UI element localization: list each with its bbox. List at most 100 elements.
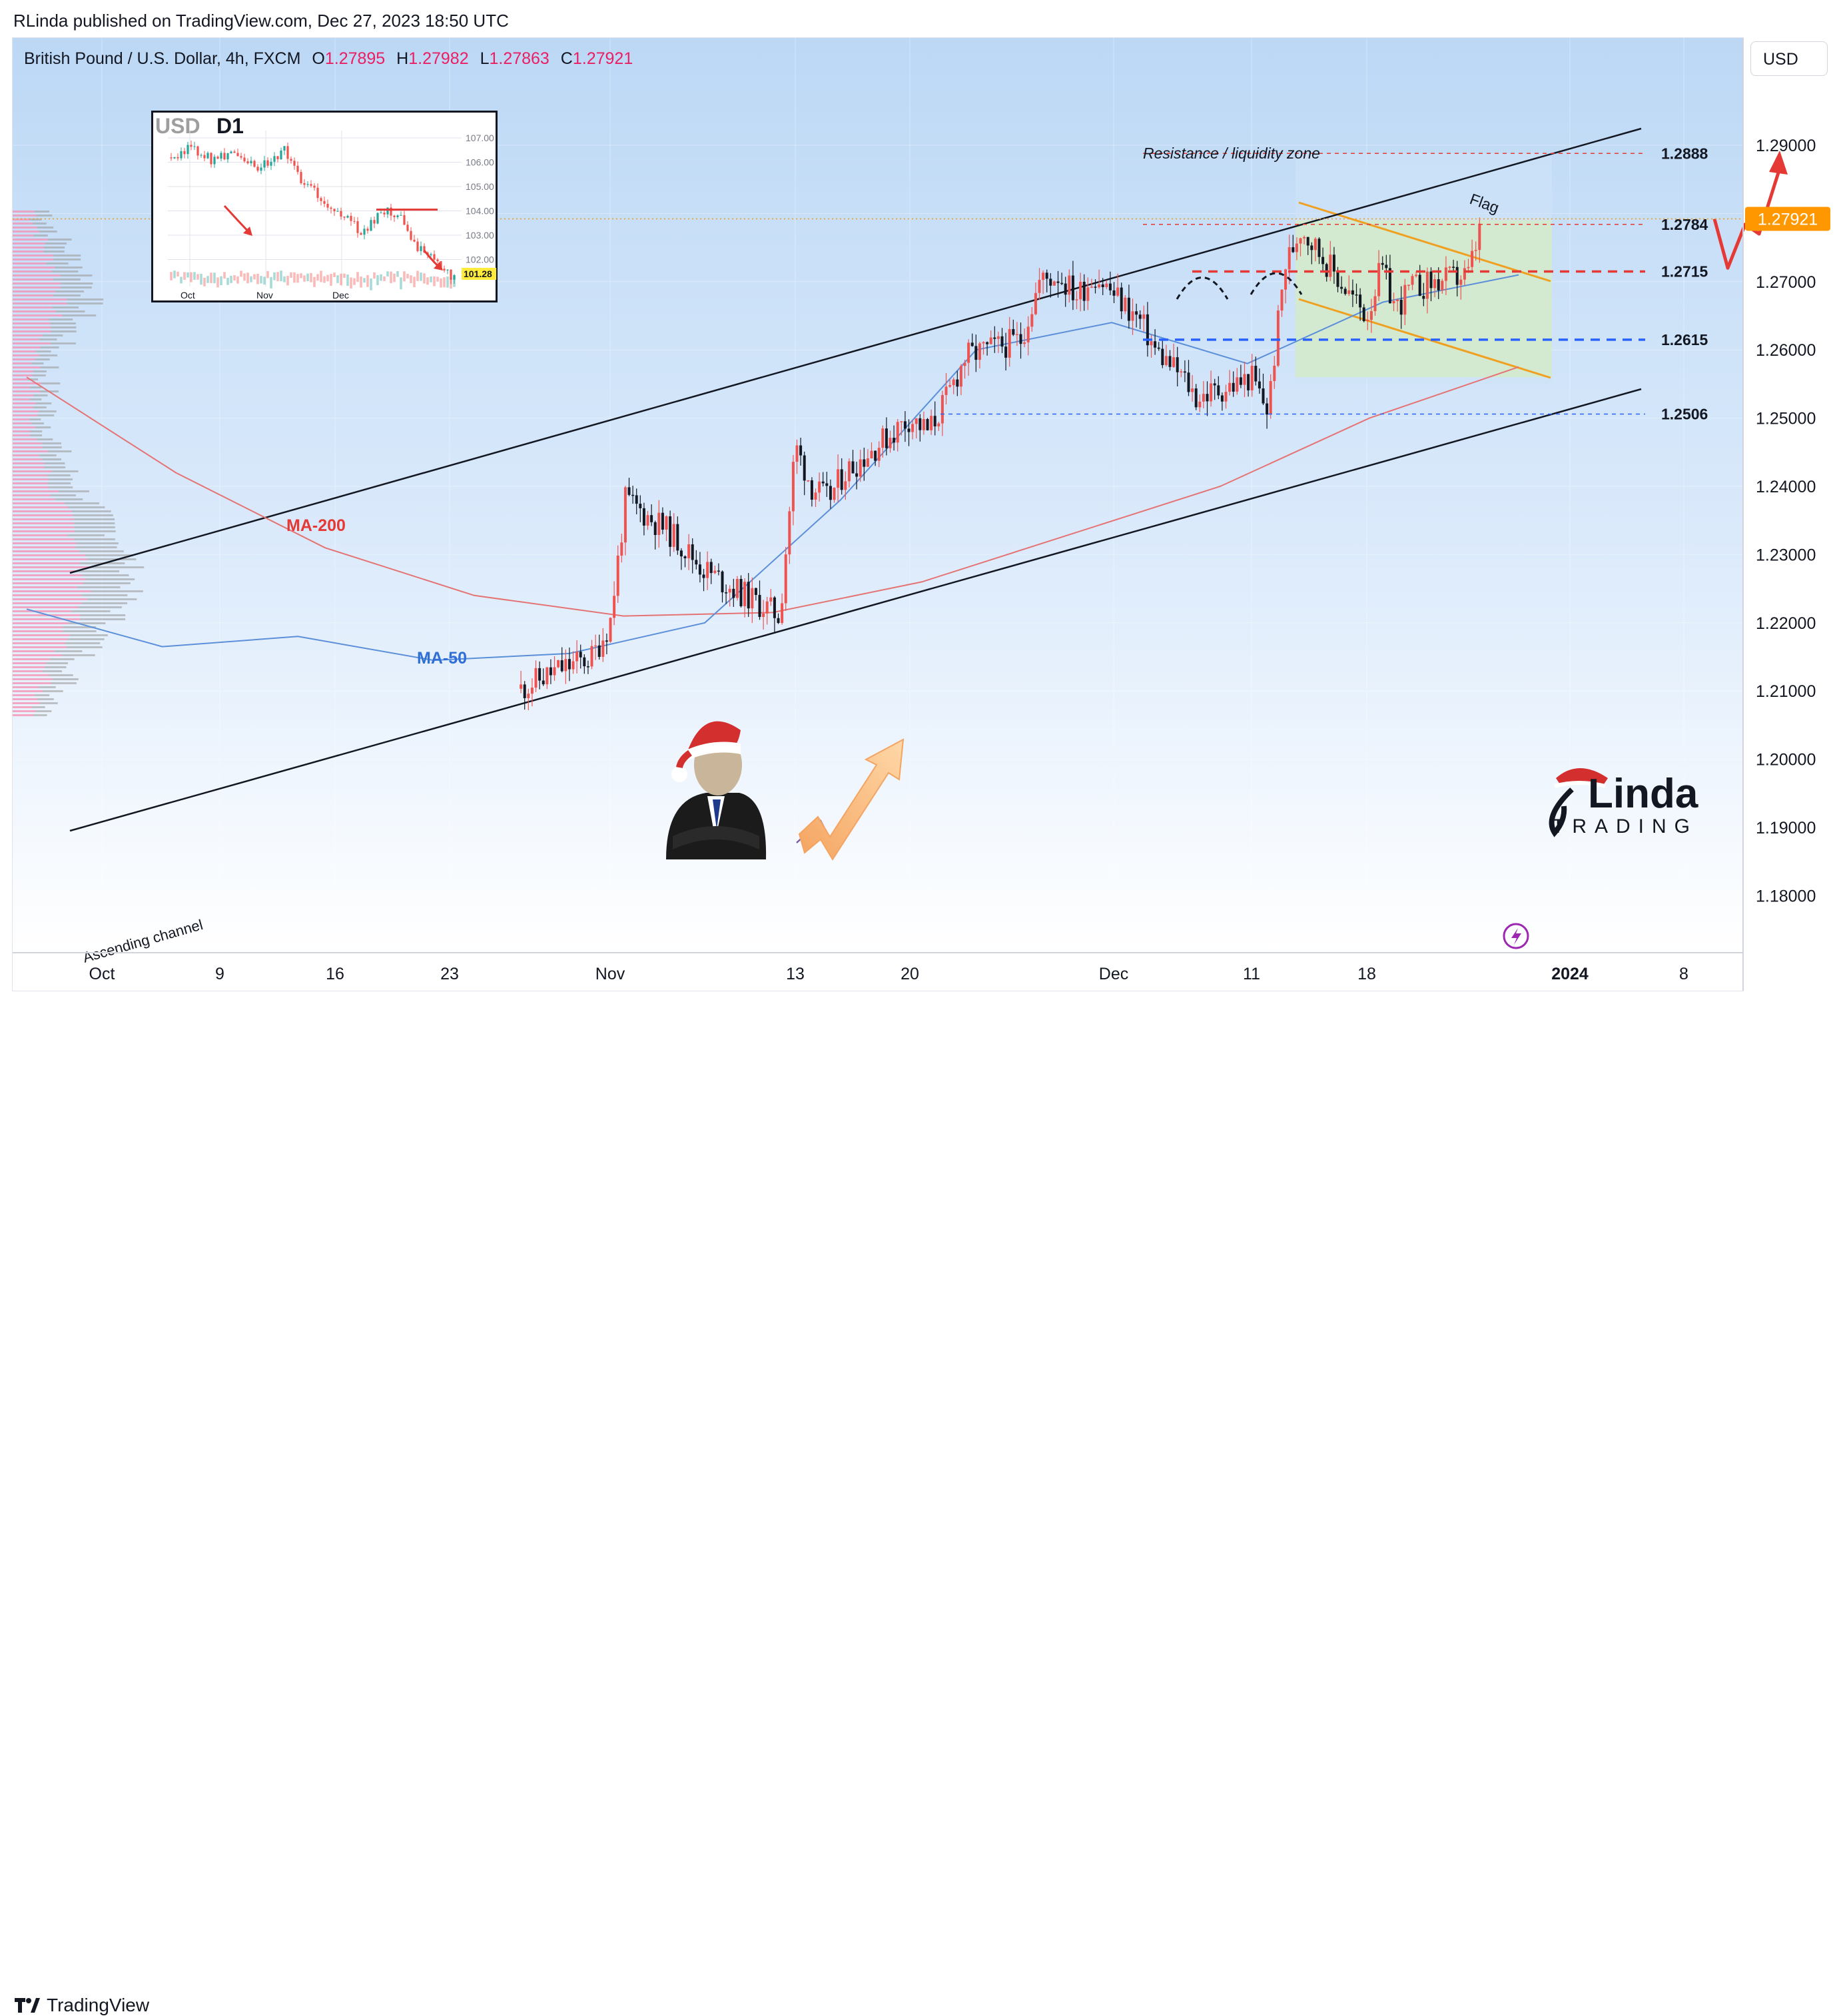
candle-body xyxy=(657,512,661,535)
inset-candle-body xyxy=(213,157,216,165)
volume-profile-bar xyxy=(13,374,33,376)
lightning-icon[interactable] xyxy=(1503,923,1529,949)
volume-profile-bar xyxy=(54,266,83,268)
symbol-info[interactable]: British Pound / U.S. Dollar, 4h, FXCM O1… xyxy=(24,49,633,69)
candle-body xyxy=(1377,262,1381,296)
volume-profile-bar xyxy=(13,534,68,536)
candle-body xyxy=(1355,294,1358,296)
candle-body xyxy=(974,346,978,360)
inset-volume-bar xyxy=(266,270,269,278)
candle-body xyxy=(915,418,918,424)
candle-body xyxy=(1000,336,1004,347)
volume-profile-bar xyxy=(13,386,31,388)
inset-candle-body xyxy=(210,153,212,165)
inset-candle-body xyxy=(240,156,242,158)
volume-profile-bar xyxy=(13,682,51,684)
inset-candle-body xyxy=(430,254,432,256)
inset-volume-bar xyxy=(190,272,192,282)
volume-profile-bar xyxy=(13,302,67,304)
volume-profile-bar xyxy=(74,538,115,540)
inset-volume-bar xyxy=(386,271,389,276)
candle-body xyxy=(1329,254,1332,277)
volume-profile-bar xyxy=(69,634,108,636)
volume-profile-bar xyxy=(52,306,79,308)
volume-profile-bar xyxy=(13,706,33,708)
volume-profile-bar xyxy=(29,398,42,400)
inset-candle-body xyxy=(223,153,226,160)
y-tick-label: 1.26000 xyxy=(1756,341,1816,360)
inset-volume-bar xyxy=(423,273,426,284)
candle-body xyxy=(725,592,728,594)
inset-volume-bar xyxy=(343,273,346,278)
inset-volume-bar xyxy=(410,275,412,284)
volume-profile-bar xyxy=(13,582,84,584)
volume-profile-bar xyxy=(13,690,43,692)
candle-body xyxy=(620,542,623,556)
candle-body xyxy=(1004,346,1008,358)
inset-candle-body xyxy=(306,184,309,185)
volume-profile-bar xyxy=(63,630,97,632)
candle-body xyxy=(1124,297,1127,312)
volume-profile-bar xyxy=(43,247,65,249)
candle-body xyxy=(881,428,885,448)
volume-profile-bar xyxy=(13,394,34,396)
candle-body xyxy=(613,596,616,618)
candle-body xyxy=(952,379,955,386)
inset-candle-body xyxy=(293,161,296,166)
inset-candle-body xyxy=(396,215,399,218)
candle-body xyxy=(1362,307,1365,321)
candle-body xyxy=(549,667,552,676)
candle-body xyxy=(799,445,803,456)
volume-profile-bar xyxy=(13,558,87,560)
price-chart[interactable]: 1.2888 1.2784 1.2715 1.2615 1.2506 Resistanc… xyxy=(0,0,1845,1037)
volume-profile-bar xyxy=(71,610,111,612)
volume-profile-bar xyxy=(87,598,137,600)
inset-volume-bar xyxy=(170,272,173,280)
volume-profile-bar xyxy=(76,542,119,544)
volume-profile-bar xyxy=(13,219,31,221)
inset-volume-bar xyxy=(233,275,236,280)
volume-profile-bar xyxy=(60,286,92,288)
candle-body xyxy=(642,508,645,526)
volume-profile-bar xyxy=(13,378,28,380)
candle-body xyxy=(833,488,836,500)
inset-candle-body xyxy=(373,220,376,224)
volume-profile-bar xyxy=(13,474,48,476)
inset-candle-body xyxy=(406,225,409,231)
tradingview-brand[interactable]: TradingView xyxy=(13,1995,149,2016)
volume-profile-bar xyxy=(13,390,41,392)
volume-profile-bar xyxy=(13,318,49,320)
inset-candle-body xyxy=(356,221,359,233)
inset-candle-body xyxy=(420,246,422,251)
candle-body xyxy=(672,524,675,547)
inset-volume-bar xyxy=(306,273,309,281)
lightning-bolt-glyph xyxy=(1511,928,1521,945)
inset-candle-body xyxy=(450,269,452,280)
volume-profile-bar xyxy=(49,478,73,480)
volume-profile-bar xyxy=(55,498,83,500)
inset-candle-body xyxy=(410,231,412,240)
inset-volume-bar xyxy=(253,274,256,280)
candle-body xyxy=(1437,279,1440,290)
volume-profile-bar xyxy=(13,454,39,456)
volume-profile-bar xyxy=(39,231,57,233)
volume-profile-bar xyxy=(32,706,45,708)
candle-body xyxy=(1340,286,1343,289)
inset-title: USD xyxy=(155,114,200,138)
candle-body xyxy=(1292,247,1295,252)
volume-profile-bar xyxy=(13,562,80,564)
candle-body xyxy=(765,601,769,614)
currency-button[interactable]: USD xyxy=(1750,41,1828,76)
volume-profile-bar xyxy=(37,698,54,700)
volume-profile-bar xyxy=(63,314,97,316)
candle-body xyxy=(758,594,761,618)
candle-body xyxy=(1250,366,1254,390)
x-tick-label: 16 xyxy=(326,965,344,983)
volume-profile-bar xyxy=(53,278,81,280)
candle-body xyxy=(1288,247,1291,270)
candle-body xyxy=(1101,284,1104,287)
inset-volume-bar xyxy=(263,276,266,285)
inset-volume-bar xyxy=(283,276,286,282)
volume-profile-bar xyxy=(78,606,122,608)
